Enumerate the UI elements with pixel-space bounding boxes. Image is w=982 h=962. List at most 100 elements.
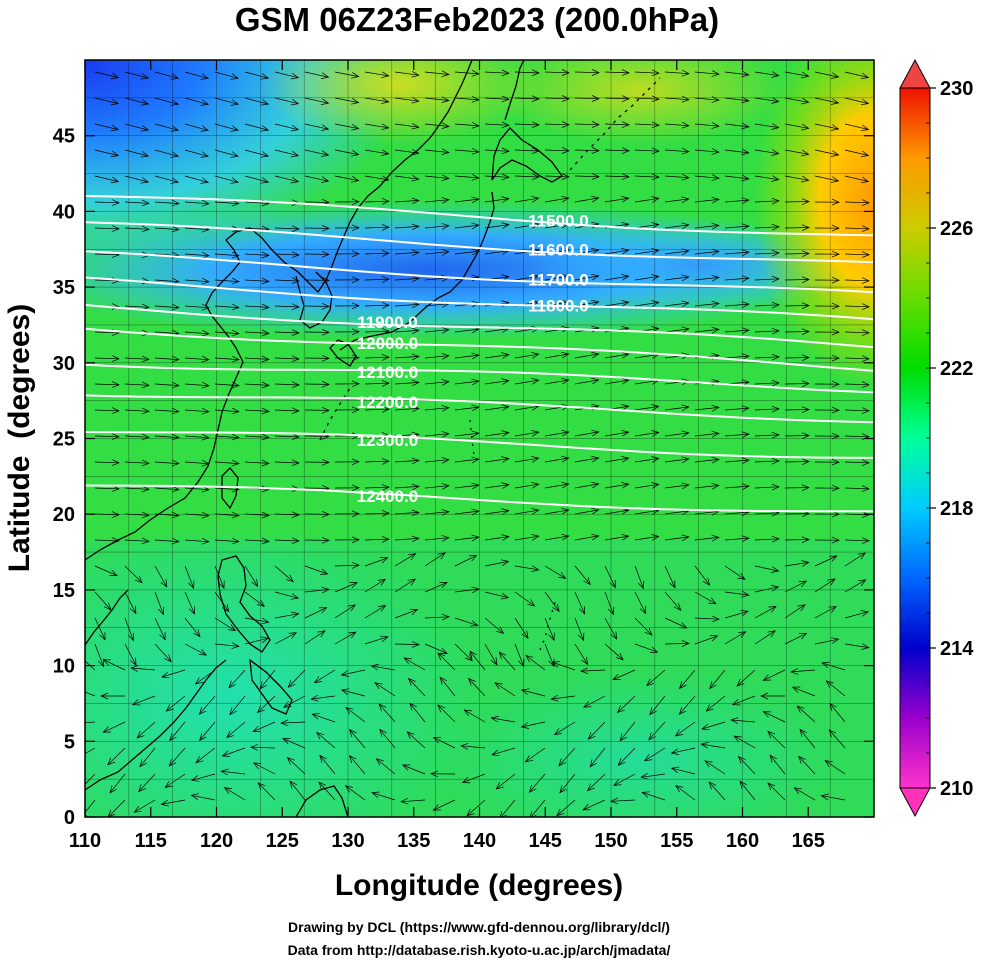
- streamline: [514, 97, 540, 100]
- streamline-arrowhead: [591, 377, 600, 385]
- streamline: [424, 552, 446, 567]
- streamline-arrowhead: [231, 277, 240, 285]
- streamline-arrowhead: [711, 70, 720, 77]
- streamline: [754, 97, 779, 102]
- streamline: [274, 435, 300, 438]
- streamline: [124, 409, 150, 412]
- streamline-arrowhead: [621, 95, 630, 102]
- streamline-arrowhead: [529, 811, 537, 817]
- streamline-arrowhead: [561, 455, 570, 463]
- streamline: [754, 408, 780, 411]
- streamline: [154, 409, 179, 412]
- streamline-arrowhead: [548, 658, 555, 668]
- streamline-arrowhead: [340, 670, 350, 677]
- streamline: [784, 71, 809, 77]
- streamline: [604, 301, 629, 307]
- streamline-arrowhead: [637, 580, 645, 590]
- streamline: [154, 565, 168, 588]
- streamline: [394, 278, 419, 281]
- streamline-arrowhead: [409, 702, 417, 711]
- streamline: [544, 353, 569, 359]
- streamline-arrowhead: [771, 379, 780, 387]
- streamline-arrowhead: [524, 755, 533, 763]
- streamline-arrowhead: [730, 717, 739, 724]
- streamline-arrowhead: [282, 738, 291, 745]
- streamline: [664, 591, 681, 611]
- streamline-arrowhead: [380, 635, 389, 643]
- streamline: [154, 149, 179, 157]
- streamline: [664, 175, 689, 179]
- streamline: [184, 383, 209, 387]
- streamline-arrowhead: [525, 654, 534, 663]
- contour-label: 12200.0: [357, 393, 418, 412]
- streamline-arrowhead: [99, 632, 106, 641]
- streamline-arrowhead: [741, 353, 750, 361]
- streamline-arrowhead: [411, 223, 420, 231]
- streamline-arrowhead: [381, 510, 390, 517]
- streamline: [724, 149, 749, 154]
- streamline-arrowhead: [501, 196, 510, 203]
- streamline-arrowhead: [290, 593, 300, 600]
- streamline-arrowhead: [320, 176, 330, 183]
- streamline-arrowhead: [230, 73, 239, 80]
- streamline: [694, 565, 710, 586]
- streamline-arrowhead: [226, 730, 235, 739]
- contour-label: 12400.0: [357, 487, 418, 506]
- streamline-arrowhead: [411, 535, 420, 543]
- streamline-arrowhead: [351, 124, 360, 131]
- streamline-arrowhead: [561, 195, 570, 203]
- streamline: [754, 123, 779, 128]
- streamline: [574, 431, 599, 437]
- streamline: [544, 431, 569, 437]
- streamline: [394, 226, 419, 229]
- streamline-arrowhead: [771, 327, 780, 335]
- streamline: [394, 408, 419, 411]
- streamline: [495, 773, 516, 790]
- streamline: [424, 459, 449, 463]
- streamline: [828, 729, 846, 749]
- streamline-arrowhead: [861, 225, 870, 232]
- streamline-arrowhead: [490, 657, 498, 666]
- streamline-arrowhead: [290, 72, 300, 80]
- streamline-arrowhead: [798, 580, 808, 588]
- streamline: [424, 355, 449, 359]
- coast-borneo: [85, 659, 227, 791]
- streamline: [724, 565, 746, 580]
- streamline-arrowhead: [709, 681, 717, 690]
- streamline: [85, 747, 96, 755]
- streamline: [754, 200, 780, 203]
- streamline-arrowhead: [801, 380, 810, 388]
- streamline-arrowhead: [731, 699, 741, 706]
- streamline: [694, 459, 719, 463]
- streamline: [394, 356, 419, 359]
- streamline: [94, 71, 119, 78]
- streamline: [228, 669, 246, 689]
- streamline: [124, 435, 150, 438]
- streamline: [724, 511, 749, 515]
- streamline-arrowhead: [407, 578, 416, 586]
- streamline: [694, 407, 719, 411]
- streamline-arrowhead: [591, 533, 600, 541]
- streamline: [424, 582, 448, 593]
- streamline: [454, 123, 479, 127]
- streamline-arrowhead: [861, 329, 870, 336]
- streamline: [184, 357, 209, 361]
- streamline-arrowhead: [471, 508, 480, 516]
- streamline-arrowhead: [377, 578, 387, 586]
- streamline: [244, 435, 270, 438]
- streamline: [184, 175, 209, 183]
- streamline: [646, 669, 666, 686]
- streamline-arrowhead: [290, 150, 300, 158]
- streamline: [754, 586, 779, 593]
- streamline: [184, 461, 209, 465]
- streamline: [484, 536, 509, 541]
- y-tick-label: 35: [53, 277, 75, 299]
- streamline: [85, 773, 96, 786]
- streamline-arrowhead: [441, 223, 450, 230]
- streamline-arrowhead: [345, 706, 354, 715]
- streamline-arrowhead: [171, 433, 180, 441]
- streamline: [554, 721, 576, 735]
- streamline: [244, 253, 270, 256]
- streamline-arrowhead: [141, 407, 150, 415]
- streamline-arrowhead: [651, 147, 660, 155]
